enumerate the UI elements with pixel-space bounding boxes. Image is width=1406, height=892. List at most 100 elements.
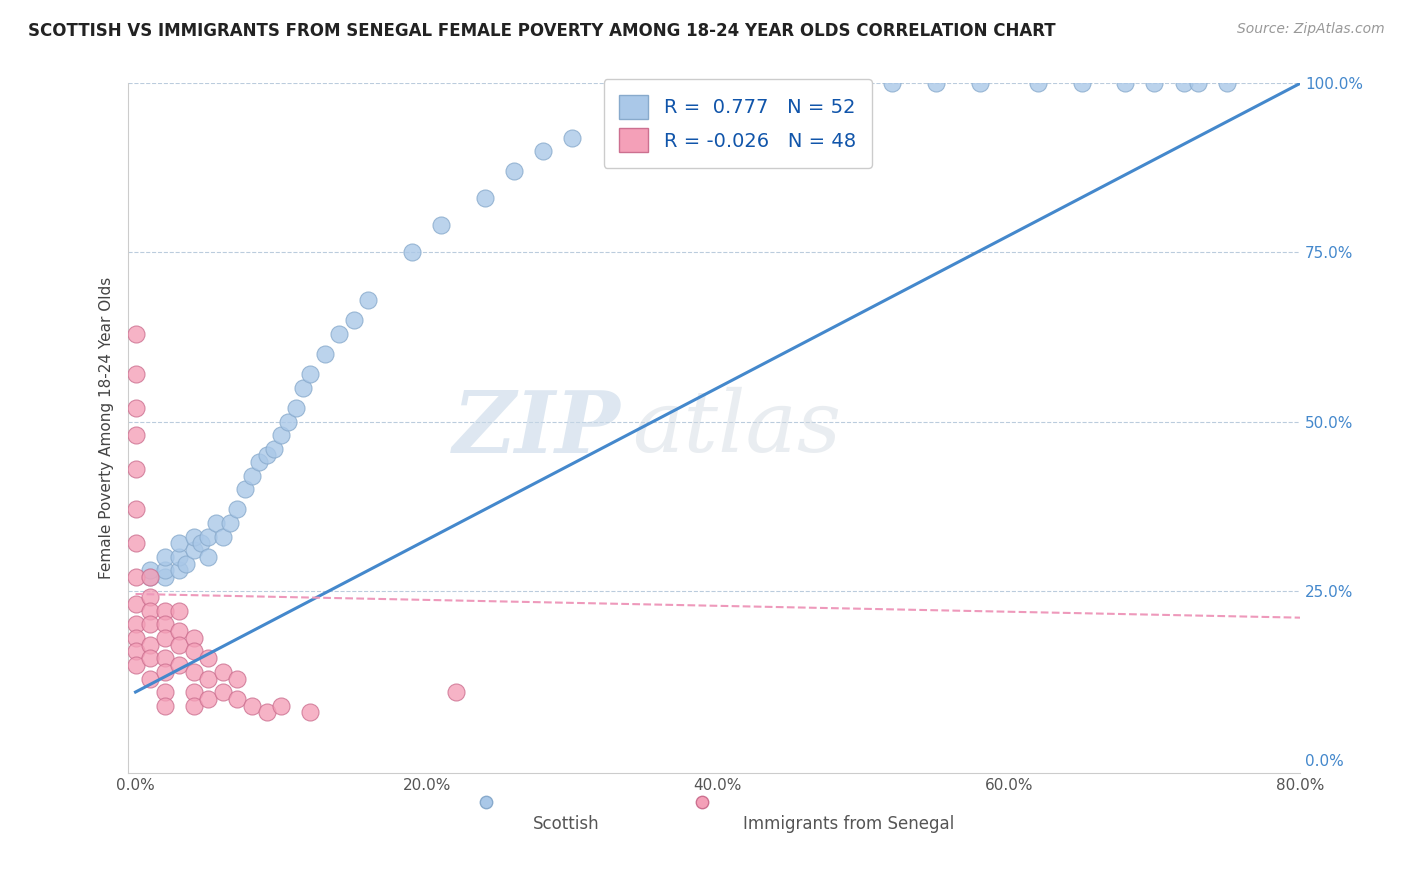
Point <box>124 644 146 658</box>
Point <box>139 638 162 652</box>
Point <box>401 245 423 260</box>
Point <box>212 685 235 699</box>
Point <box>183 631 205 645</box>
Point <box>124 536 146 550</box>
Point <box>882 77 904 91</box>
Point <box>139 563 162 577</box>
Point <box>328 326 350 341</box>
Text: Source: ZipAtlas.com: Source: ZipAtlas.com <box>1237 22 1385 37</box>
Point <box>124 597 146 611</box>
Point <box>153 570 176 584</box>
Point <box>167 624 190 639</box>
Point <box>204 516 226 530</box>
Point <box>153 563 176 577</box>
Point <box>124 570 146 584</box>
Point <box>167 536 190 550</box>
Point <box>1143 77 1166 91</box>
Point <box>270 428 292 442</box>
Point <box>619 110 641 124</box>
Point <box>124 326 146 341</box>
Point <box>1187 77 1209 91</box>
Point <box>153 631 176 645</box>
Point <box>190 536 212 550</box>
Point <box>233 482 256 496</box>
Point <box>838 77 860 91</box>
Point <box>444 685 467 699</box>
Text: SCOTTISH VS IMMIGRANTS FROM SENEGAL FEMALE POVERTY AMONG 18-24 YEAR OLDS CORRELA: SCOTTISH VS IMMIGRANTS FROM SENEGAL FEMA… <box>28 22 1056 40</box>
Point <box>124 401 146 415</box>
Point <box>240 698 263 713</box>
Point <box>212 665 235 679</box>
Point <box>167 638 190 652</box>
Point <box>153 665 176 679</box>
Point <box>124 462 146 476</box>
Point <box>167 549 190 564</box>
Point <box>124 631 146 645</box>
Point <box>124 502 146 516</box>
Point <box>925 77 948 91</box>
Point <box>124 428 146 442</box>
Point <box>183 543 205 558</box>
Point <box>256 448 278 462</box>
Point <box>153 604 176 618</box>
Legend: R =  0.777   N = 52, R = -0.026   N = 48: R = 0.777 N = 52, R = -0.026 N = 48 <box>603 79 872 168</box>
Point <box>167 563 190 577</box>
Point <box>197 691 219 706</box>
Point <box>474 191 496 205</box>
Text: Immigrants from Senegal: Immigrants from Senegal <box>744 814 955 832</box>
Point <box>139 604 162 618</box>
Point <box>240 468 263 483</box>
Point <box>1026 77 1049 91</box>
Point <box>969 77 991 91</box>
Point <box>197 529 219 543</box>
Point <box>124 617 146 632</box>
Text: Scottish: Scottish <box>533 814 599 832</box>
Point <box>270 698 292 713</box>
Point <box>183 529 205 543</box>
Point <box>561 130 583 145</box>
Point <box>183 644 205 658</box>
Point <box>263 442 285 456</box>
Point <box>124 368 146 382</box>
Point <box>1173 77 1195 91</box>
Point <box>139 570 162 584</box>
Point <box>139 591 162 605</box>
Text: atlas: atlas <box>633 387 841 470</box>
Point <box>153 549 176 564</box>
Point <box>139 617 162 632</box>
Point <box>838 780 860 795</box>
Point <box>568 780 591 795</box>
Point <box>197 549 219 564</box>
Point <box>226 502 249 516</box>
Point <box>357 293 380 307</box>
Point <box>299 368 322 382</box>
Point <box>139 672 162 686</box>
Point <box>503 164 526 178</box>
Point <box>226 672 249 686</box>
Point <box>1070 77 1092 91</box>
Point <box>197 651 219 665</box>
Point <box>226 691 249 706</box>
Point <box>212 529 235 543</box>
Point <box>430 219 453 233</box>
Point <box>183 698 205 713</box>
Point <box>153 651 176 665</box>
Point <box>153 685 176 699</box>
Point <box>284 401 307 415</box>
Point <box>314 347 336 361</box>
Point <box>531 144 554 158</box>
Point <box>197 672 219 686</box>
Point <box>167 604 190 618</box>
Point <box>247 455 270 469</box>
Point <box>256 706 278 720</box>
Point <box>183 665 205 679</box>
Point <box>139 570 162 584</box>
Point <box>124 658 146 673</box>
Point <box>176 557 198 571</box>
Point <box>1216 77 1239 91</box>
Point <box>183 685 205 699</box>
Point <box>299 706 322 720</box>
Y-axis label: Female Poverty Among 18-24 Year Olds: Female Poverty Among 18-24 Year Olds <box>100 277 114 580</box>
Point <box>153 617 176 632</box>
Point <box>765 77 787 91</box>
